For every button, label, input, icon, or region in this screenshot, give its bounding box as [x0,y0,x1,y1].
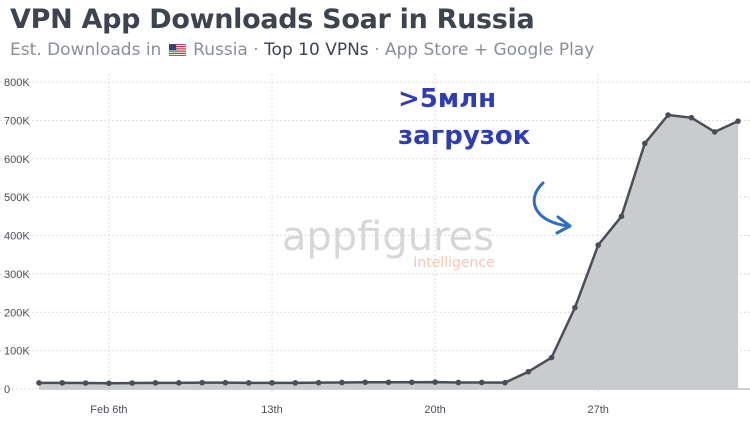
data-point [385,379,392,386]
subtitle-separator: · [374,40,380,60]
watermark: appfigures Intelligence [282,214,495,271]
data-point [502,379,508,386]
x-tick-label: Feb 6th [90,404,127,416]
data-point [129,380,135,386]
watermark-brand: appfigures [282,214,494,260]
subtitle-separator: · [253,40,259,60]
curved-arrow-icon [532,181,572,235]
data-point [82,380,89,386]
y-tick-label: 700K [4,115,30,127]
data-point [665,112,671,118]
data-point [595,242,601,248]
annotation: >5млн загрузок [398,84,572,235]
x-axis-ticks: Feb 6th 13th 20th 27th [90,404,609,416]
data-point [409,379,415,386]
x-tick-label: 20th [424,404,445,416]
data-point [269,380,275,386]
y-tick-label: 300K [4,269,30,281]
data-point [525,368,532,375]
data-point [339,379,345,386]
chart-title: VPN App Downloads Soar in Russia [10,4,535,35]
data-point [106,380,112,387]
data-point [176,380,182,386]
data-point [432,379,438,385]
data-point [572,304,578,311]
y-tick-label: 200K [4,307,30,319]
data-point [292,380,299,386]
data-point [152,380,159,386]
data-point [245,380,252,386]
y-axis-ticks: 0 100K 200K 300K 400K 500K 600K 700K 800K [4,77,30,396]
subtitle-country: Russia [193,40,248,60]
chart-subtitle: Est. Downloads in Russia · Top 10 VPNs ·… [10,40,594,60]
annotation-line-2: загрузок [398,121,531,151]
y-tick-label: 800K [4,77,30,89]
annotation-line-1: >5млн [398,84,496,114]
subtitle-suffix: App Store + Google Play [384,40,595,60]
x-tick-label: 13th [261,404,282,416]
data-point [222,379,229,386]
data-point [711,129,718,135]
data-point [59,380,66,386]
y-tick-label: 0 [4,384,10,396]
y-tick-label: 400K [4,231,30,243]
data-point [618,213,625,220]
data-point [455,379,462,386]
watermark-sub: Intelligence [413,255,494,271]
data-point [478,379,485,386]
y-tick-label: 100K [4,346,30,358]
data-point [735,118,741,124]
data-point [315,379,322,386]
us-flag-icon [168,44,186,56]
y-tick-label: 500K [4,192,30,204]
data-point [642,140,648,147]
series-area-fill [39,115,738,389]
x-tick-label: 27th [587,404,608,416]
data-point [362,379,369,386]
y-tick-label: 600K [4,154,30,166]
area-layer [36,112,741,389]
data-point [36,380,42,386]
subtitle-highlight: Top 10 VPNs [264,40,369,60]
subtitle-prefix: Est. Downloads in [10,40,162,60]
data-point [548,354,555,361]
data-point [199,379,205,386]
data-point [688,114,695,121]
